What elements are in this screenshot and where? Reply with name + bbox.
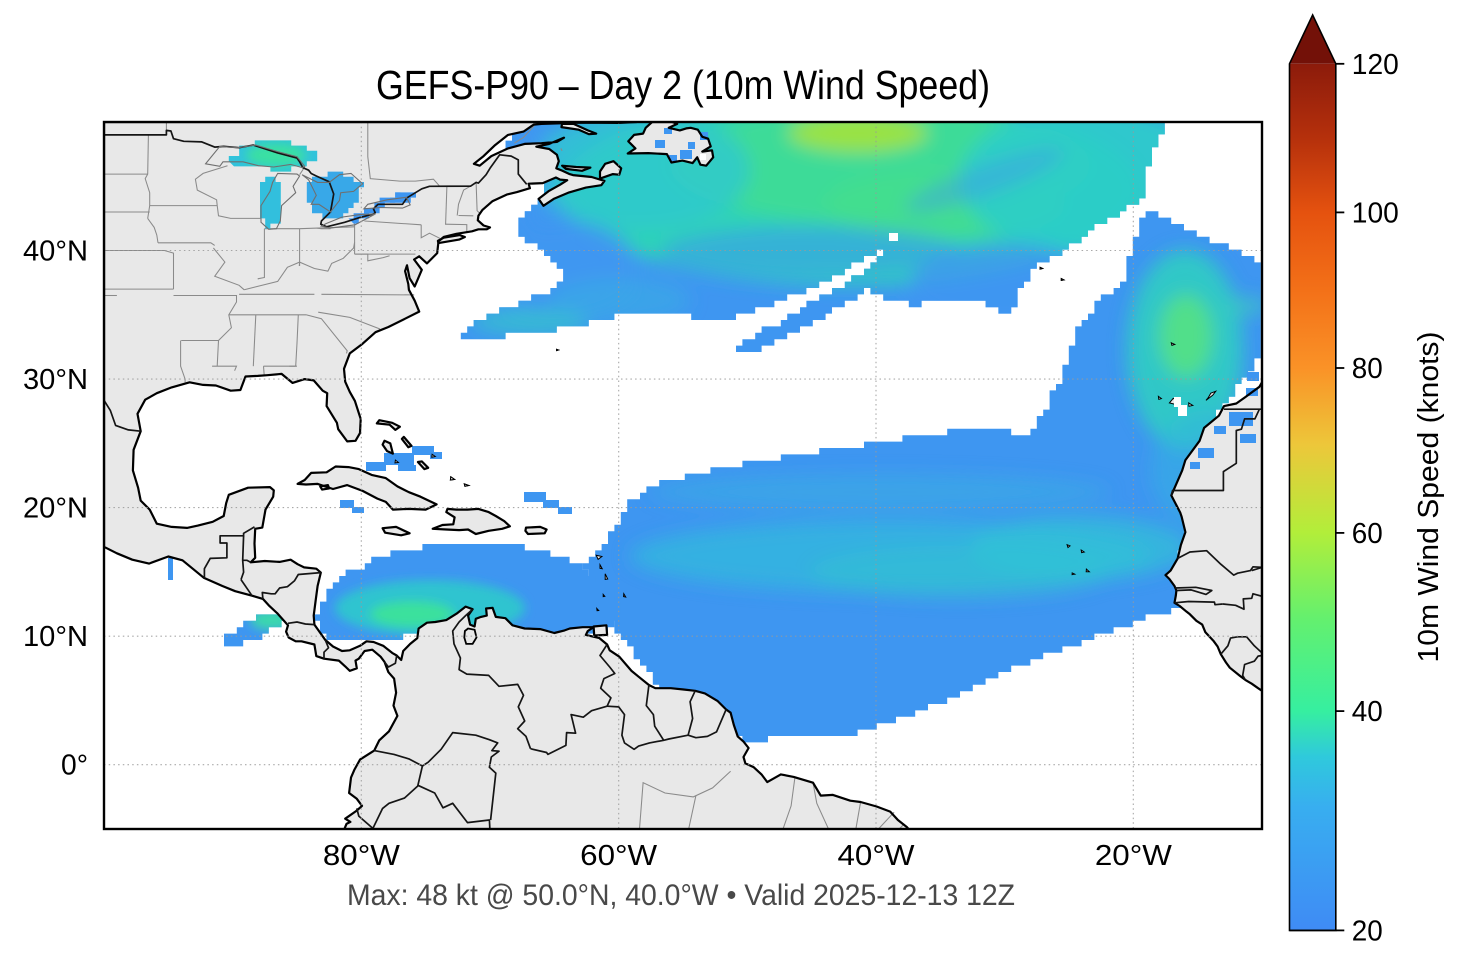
svg-text:GEFS-P90 – Day 2 (10m Wind Spe: GEFS-P90 – Day 2 (10m Wind Speed) [376,62,990,108]
svg-text:0°: 0° [61,750,88,782]
svg-text:20: 20 [1352,915,1383,947]
svg-text:10m Wind Speed (knots): 10m Wind Speed (knots) [1413,332,1445,663]
svg-text:20°N: 20°N [23,493,88,525]
svg-text:80°W: 80°W [323,840,401,872]
svg-text:40°W: 40°W [838,840,916,872]
svg-text:20°W: 20°W [1095,840,1173,872]
svg-text:10°N: 10°N [23,621,88,653]
svg-text:60: 60 [1352,518,1383,550]
svg-text:40: 40 [1352,696,1383,728]
svg-text:40°N: 40°N [23,236,88,268]
svg-text:Max: 48 kt @ 50.0°N, 40.0°W •: Max: 48 kt @ 50.0°N, 40.0°W • Valid 2025… [347,879,1015,912]
svg-text:100: 100 [1352,197,1399,229]
svg-text:60°W: 60°W [580,840,658,872]
svg-text:30°N: 30°N [23,364,88,396]
svg-text:120: 120 [1352,49,1399,81]
svg-text:80: 80 [1352,353,1383,385]
